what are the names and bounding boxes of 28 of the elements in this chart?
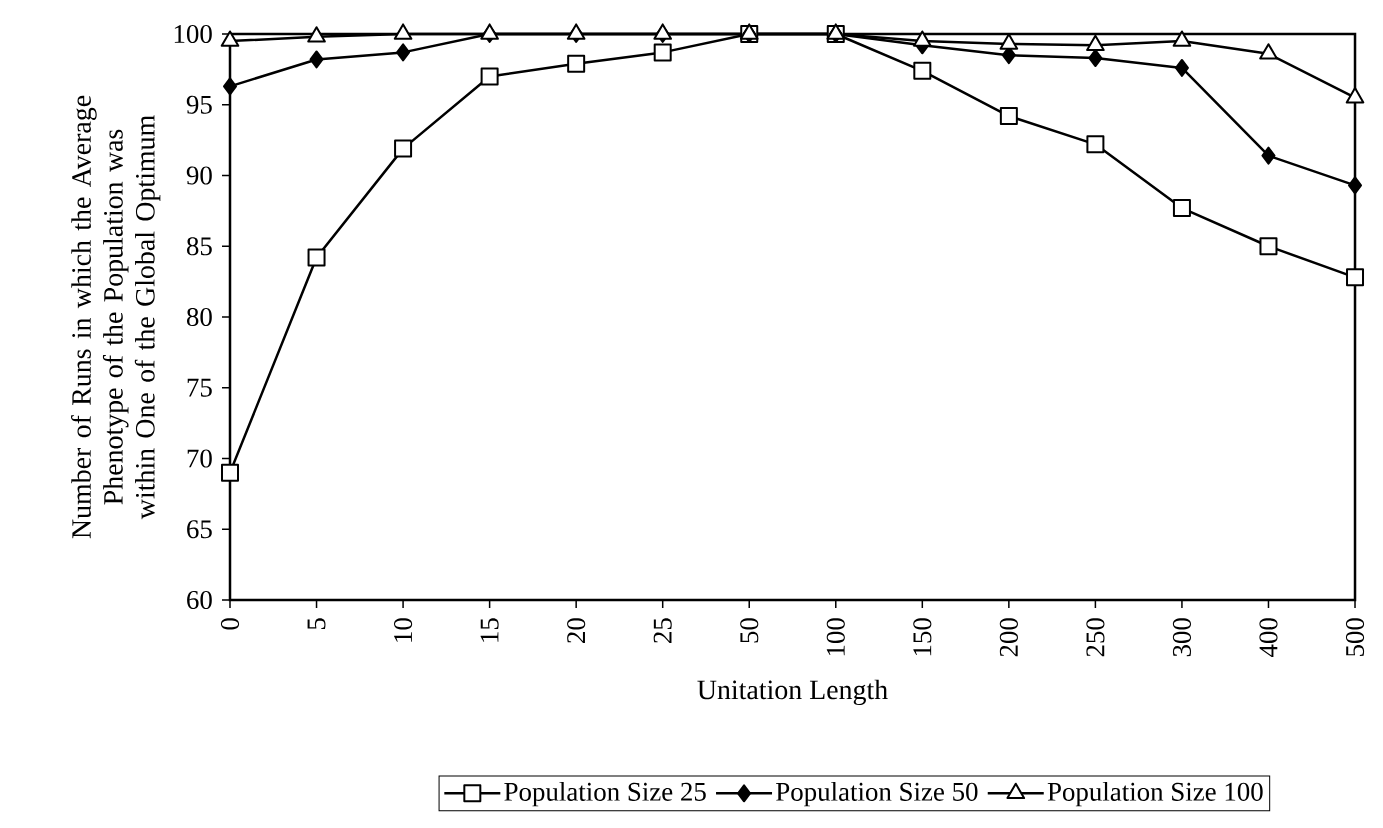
- legend-label: Population Size 100: [1047, 781, 1263, 807]
- x-tick-label: 0: [220, 618, 240, 630]
- y-tick-label: 75: [187, 378, 212, 397]
- x-tick-label: 10: [394, 618, 413, 642]
- y-tick-label: 95: [186, 95, 212, 114]
- x-tick-label: 300: [1172, 618, 1192, 657]
- y-tick-label: 85: [186, 237, 212, 256]
- x-tick-label: 25: [653, 618, 672, 643]
- y-tick-label: 100: [174, 24, 212, 44]
- y-tick-label: 60: [187, 590, 212, 610]
- y-tick-label: 90: [186, 166, 212, 185]
- x-tick-label: 200: [999, 618, 1018, 657]
- x-tick-label: 400: [1259, 618, 1278, 657]
- x-tick-label: 50: [740, 618, 759, 643]
- x-tick-label: 15: [480, 618, 499, 642]
- x-axis-title: Unitation Length: [697, 679, 888, 706]
- x-tick-label: 250: [1086, 618, 1105, 657]
- x-tick-label: 500: [1345, 618, 1365, 656]
- y-tick-label: 80: [186, 307, 212, 327]
- x-tick-label: 100: [826, 618, 845, 656]
- y-tick-label: 65: [187, 520, 212, 539]
- y-tick-label: 70: [187, 449, 212, 468]
- legend-label: Population Size 50: [776, 781, 978, 807]
- x-tick-label: 150: [913, 618, 932, 656]
- y-axis-title: Number of Runs in which the Average Phenotype of the Population was within One of the Global Optimum: [71, 95, 161, 539]
- x-tick-label: 20: [567, 618, 586, 643]
- x-tick-label: 5: [307, 618, 326, 630]
- legend-label: Population Size 25: [504, 781, 706, 807]
